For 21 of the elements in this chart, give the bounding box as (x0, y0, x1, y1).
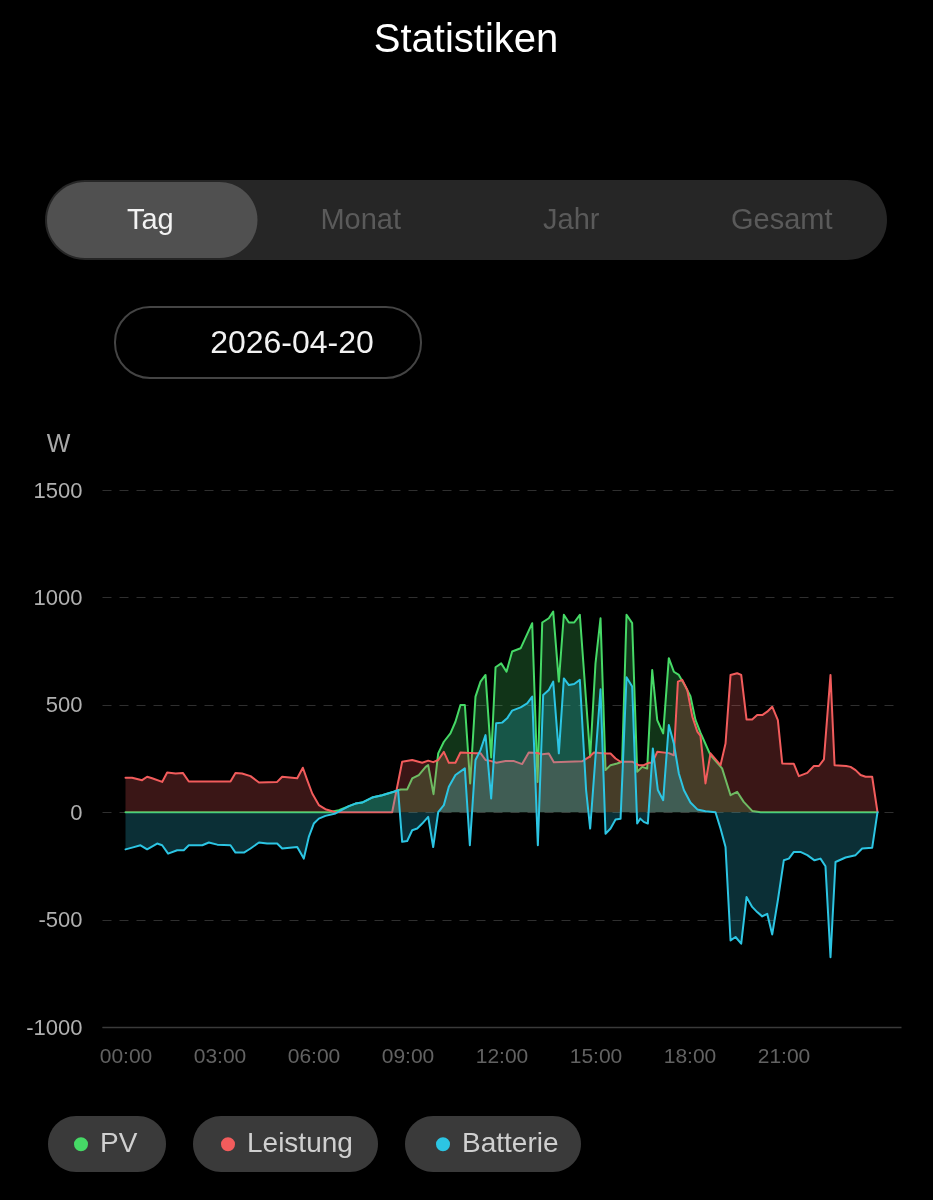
y-tick-label: 0 (70, 799, 83, 825)
x-tick-label: 18:00 (663, 1043, 717, 1067)
y-tick-label: 1000 (33, 584, 83, 610)
x-tick-label: 09:00 (381, 1043, 435, 1067)
y-tick-label: 1500 (33, 477, 83, 503)
y-tick-label: 500 (45, 692, 83, 718)
x-tick-label: 12:00 (475, 1043, 529, 1067)
y-tick-label: -1000 (26, 1014, 83, 1040)
x-tick-label: 06:00 (287, 1043, 341, 1067)
y-tick-label: -500 (38, 907, 83, 933)
y-axis-title: W (46, 428, 71, 457)
legend-label: PV (100, 1127, 138, 1159)
x-tick-label: 15:00 (569, 1043, 623, 1067)
x-tick-label: 00:00 (99, 1043, 153, 1067)
x-tick-label: 21:00 (757, 1043, 811, 1067)
chart-title: Statistiken (373, 16, 559, 60)
legend-label: Batterie (462, 1127, 559, 1159)
legend-label: Leistung (247, 1127, 353, 1159)
x-tick-label: 03:00 (193, 1043, 247, 1067)
chart-subtitle: 2026-04-20 (210, 324, 374, 360)
text: Tag (126, 203, 174, 235)
